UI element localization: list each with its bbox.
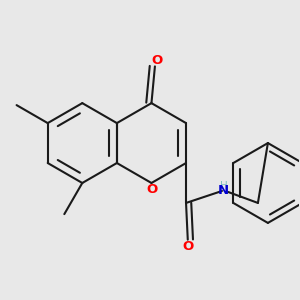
Text: N: N [218,184,229,197]
Text: O: O [151,54,162,67]
Text: O: O [146,183,158,196]
Text: O: O [182,240,194,253]
Text: H: H [220,182,228,191]
